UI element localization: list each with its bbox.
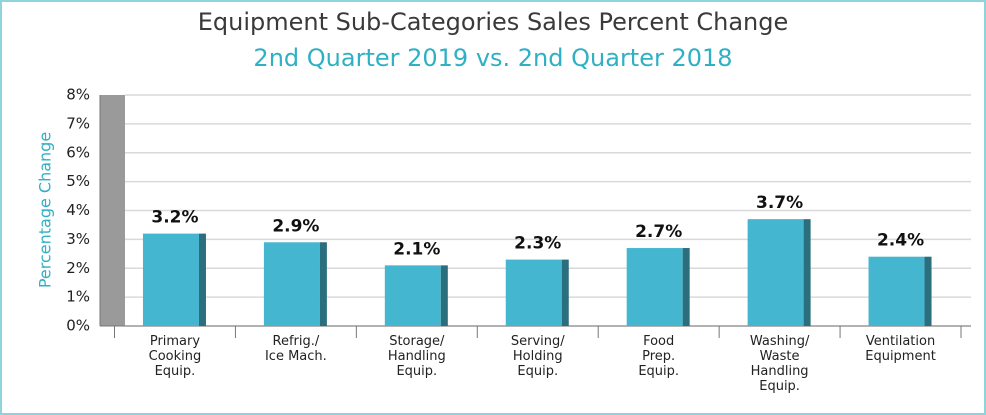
value-label: 2.7% (635, 222, 682, 242)
bar-side (561, 259, 569, 326)
y-tick-label: 1% (66, 288, 90, 306)
bar (142, 233, 199, 326)
x-tick-label: Refrig./ Ice Mach. (264, 334, 327, 364)
bar (868, 256, 925, 326)
y-tick-label: 5% (66, 172, 90, 190)
bar (747, 219, 804, 326)
value-label: 2.9% (272, 216, 319, 236)
bar-side (319, 242, 327, 326)
value-label: 3.2% (151, 208, 198, 228)
bar (263, 242, 320, 326)
value-label: 2.1% (393, 239, 440, 259)
x-tick-label: Washing/ Waste Handling Equip. (749, 334, 810, 394)
y-tick-label: 6% (66, 143, 90, 161)
x-tick-label: Food Prep. Equip. (638, 334, 680, 379)
wall (100, 95, 125, 326)
y-tick-label: 3% (66, 230, 90, 248)
bar (626, 248, 683, 326)
bar-side (803, 219, 811, 326)
bar-side (682, 248, 690, 326)
value-label: 3.7% (756, 193, 803, 213)
y-tick-label: 0% (66, 317, 90, 335)
bar-side (440, 265, 448, 326)
bar (384, 265, 441, 326)
value-label: 2.4% (877, 231, 924, 251)
x-tick-label: Primary Cooking Equip. (148, 334, 202, 379)
y-tick-label: 7% (66, 114, 90, 132)
y-tick-label: 2% (66, 259, 90, 277)
bar-side (924, 256, 932, 326)
y-tick-label: 8% (66, 86, 90, 104)
x-tick-label: Storage/ Handling Equip. (387, 334, 446, 379)
y-tick-label: 4% (66, 201, 90, 219)
bar-side (198, 233, 206, 326)
y-axis-label: Percentage Change (36, 132, 55, 288)
value-label: 2.3% (514, 234, 561, 254)
chart-title: Equipment Sub-Categories Sales Percent C… (198, 8, 789, 36)
chart-subtitle: 2nd Quarter 2019 vs. 2nd Quarter 2018 (253, 44, 732, 72)
bar (505, 259, 562, 326)
x-tick-label: Serving/ Holding Equip. (510, 334, 565, 379)
x-tick-label: Ventilation Equipment (865, 334, 936, 364)
